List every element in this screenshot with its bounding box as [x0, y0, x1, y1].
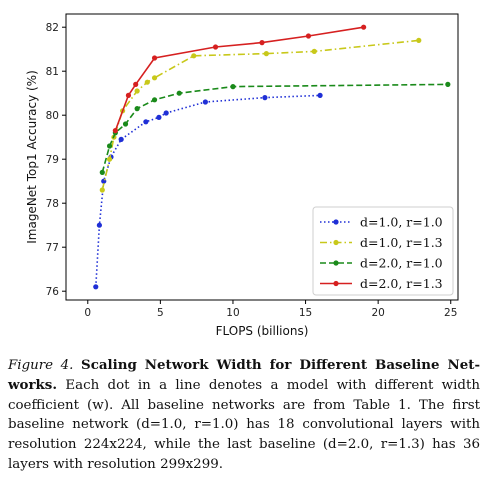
figure-caption: Figure 4. Scaling Network Width for Diff…	[8, 356, 480, 475]
data-point	[144, 79, 150, 85]
data-point	[133, 81, 139, 87]
x-axis-ticks: 0 5 10 15 20 25	[84, 300, 457, 319]
legend-entry-label: d=1.0, r=1.0	[360, 215, 443, 230]
data-point	[230, 84, 236, 90]
data-point	[191, 53, 197, 59]
data-point	[134, 88, 140, 94]
legend-swatch-marker	[333, 280, 339, 287]
series-line-2	[101, 39, 419, 191]
data-point	[151, 97, 158, 103]
data-point	[106, 143, 113, 149]
figure-label: Figure 4.	[8, 358, 74, 373]
data-point	[317, 92, 323, 98]
legend-entry-label: d=2.0, r=1.3	[360, 276, 443, 291]
data-point	[361, 24, 367, 30]
y-tick-label: 82	[46, 22, 59, 34]
x-axis-label: FLOPS (billions)	[216, 324, 309, 338]
data-point	[263, 51, 269, 57]
data-point	[416, 37, 422, 44]
figure-title: Scaling Network Width for Different Base…	[8, 357, 480, 393]
legend-swatch-marker	[333, 260, 339, 266]
x-tick-label: 25	[444, 307, 457, 319]
y-tick-label: 77	[46, 242, 59, 254]
figure-caption-body: Each dot in a line denotes a model with …	[8, 377, 480, 472]
data-point	[262, 95, 268, 101]
legend-entry-label: d=2.0, r=1.0	[360, 256, 443, 271]
x-tick-label: 0	[84, 307, 91, 319]
data-point	[134, 106, 140, 112]
data-point	[311, 48, 317, 55]
data-point	[156, 114, 162, 120]
legend: d=1.0, r=1.0 d=1.0, r=1.3 d=2.0, r=1.0 d=2.…	[312, 206, 454, 296]
y-axis-label: ImageNet Top1 Accuracy (%)	[25, 70, 39, 244]
data-point	[445, 81, 451, 87]
x-tick-label: 20	[371, 307, 384, 319]
x-tick-label: 15	[299, 307, 312, 319]
y-tick-label: 80	[46, 110, 59, 122]
x-tick-label: 10	[226, 307, 239, 319]
data-point	[99, 169, 105, 175]
legend-entry-label: d=1.0, r=1.3	[360, 235, 443, 250]
plot-frame	[65, 13, 459, 301]
data-point	[259, 40, 265, 46]
data-point	[176, 90, 182, 96]
data-point	[212, 44, 219, 50]
series-line-1	[95, 94, 321, 287]
data-point	[96, 222, 102, 228]
data-point	[151, 55, 158, 61]
y-tick-label: 79	[46, 154, 59, 166]
legend-box	[312, 206, 454, 296]
x-tick-label: 5	[157, 307, 164, 319]
chart: 0 5 10 15 20 25 76 77 78 79 80 81 82 FLOPS (billion…	[25, 13, 459, 338]
data-point	[163, 110, 169, 116]
data-point	[122, 121, 129, 127]
data-point	[143, 119, 149, 125]
y-axis-ticks: 76 77 78 79 80 81 82	[46, 22, 66, 298]
series-layer	[93, 24, 451, 290]
data-point	[112, 128, 118, 134]
data-point	[125, 92, 132, 98]
y-tick-label: 78	[46, 198, 59, 210]
data-point	[151, 75, 158, 81]
data-point	[118, 136, 124, 142]
y-tick-label: 76	[46, 286, 60, 298]
data-point	[305, 33, 312, 39]
data-point	[202, 99, 208, 105]
y-tick-label: 81	[46, 66, 59, 78]
data-point	[99, 187, 105, 193]
data-point	[106, 156, 113, 162]
data-point	[93, 284, 99, 290]
legend-swatch-marker	[333, 239, 339, 246]
legend-swatch-marker	[333, 219, 339, 225]
